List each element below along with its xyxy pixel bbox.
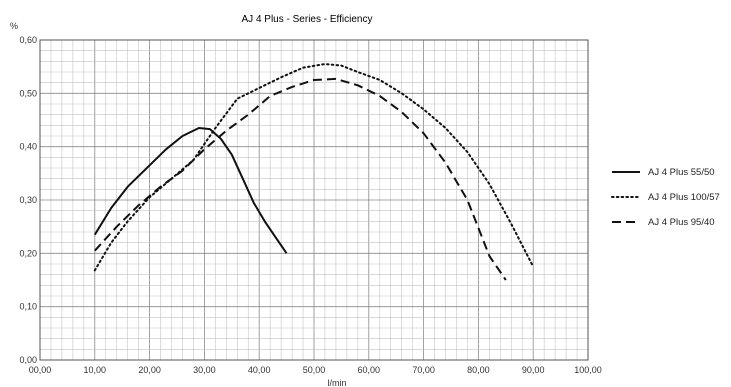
y-tick-label: 0,40: [19, 142, 37, 152]
x-tick-label: 10,00: [84, 365, 107, 375]
x-tick-label: 80,00: [467, 365, 490, 375]
y-tick-label: 0,60: [19, 35, 37, 45]
y-axis-label: %: [10, 21, 18, 31]
chart-title: AJ 4 Plus - Series - Efficiency: [242, 14, 373, 25]
y-tick-label: 0,20: [19, 248, 37, 258]
series-lines: [93, 63, 535, 281]
series-line: [94, 77, 507, 281]
x-tick-label: 20,00: [138, 365, 161, 375]
plot-grid: [39, 39, 589, 361]
y-tick-label: 0,30: [19, 195, 37, 205]
x-tick-label: 100,00: [574, 365, 602, 375]
x-tick-label: 90,00: [522, 365, 545, 375]
plot-frame: [39, 39, 589, 361]
x-tick-label: 60,00: [358, 365, 381, 375]
x-axis-label: l/min: [327, 378, 346, 387]
y-tick-label: 0,00: [19, 355, 37, 365]
x-tick-label: 50,00: [303, 365, 326, 375]
legend: AJ 4 Plus 55/50 AJ 4 Plus 100/57 AJ 4 Plus…: [611, 167, 720, 228]
series-line: [93, 127, 288, 254]
x-tick-label: 70,00: [412, 365, 435, 375]
axis-ticks: 00,00 10,00 20,00 30,00 40,00 50,00 60,00 70,00…: [19, 35, 601, 375]
y-tick-label: 0,50: [19, 88, 37, 98]
y-tick-label: 0,10: [19, 302, 37, 312]
legend-label: AJ 4 Plus 55/50: [648, 167, 715, 178]
x-tick-label: 30,00: [193, 365, 216, 375]
x-tick-label: 40,00: [248, 365, 271, 375]
legend-label: AJ 4 Plus 100/57: [648, 192, 720, 203]
x-tick-label: 00,00: [29, 365, 52, 375]
legend-label: AJ 4 Plus 95/40: [648, 217, 715, 228]
